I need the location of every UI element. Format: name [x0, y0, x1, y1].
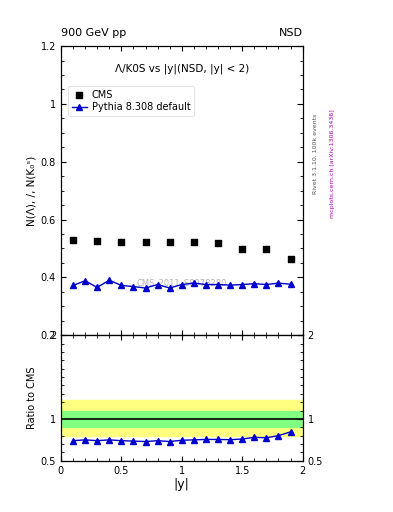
Pythia 8.308 default	[191, 280, 196, 286]
CMS	[287, 255, 294, 264]
Y-axis label: Ratio to CMS: Ratio to CMS	[26, 367, 37, 429]
X-axis label: |y|: |y|	[174, 478, 190, 492]
CMS	[191, 238, 197, 246]
Pythia 8.308 default	[228, 282, 233, 288]
Pythia 8.308 default	[204, 282, 208, 288]
Legend: CMS, Pythia 8.308 default: CMS, Pythia 8.308 default	[68, 86, 194, 116]
CMS	[167, 238, 173, 246]
Text: mcplots.cern.ch [arXiv:1306.3436]: mcplots.cern.ch [arXiv:1306.3436]	[330, 110, 335, 218]
CMS	[263, 245, 270, 253]
Text: Rivet 3.1.10, 100k events: Rivet 3.1.10, 100k events	[312, 114, 318, 194]
Bar	[61, 411, 303, 428]
Pythia 8.308 default	[119, 282, 124, 288]
Pythia 8.308 default	[276, 280, 281, 286]
Text: 900 GeV pp: 900 GeV pp	[61, 28, 126, 38]
CMS	[70, 236, 76, 244]
CMS	[215, 239, 221, 247]
Pythia 8.308 default	[107, 277, 112, 283]
Pythia 8.308 default	[167, 285, 172, 291]
Pythia 8.308 default	[288, 281, 293, 287]
Pythia 8.308 default	[240, 282, 244, 288]
Text: NSD: NSD	[279, 28, 303, 38]
Text: Λ/K0S vs |y|(NSD, |y| < 2): Λ/K0S vs |y|(NSD, |y| < 2)	[115, 63, 249, 74]
Line: Pythia 8.308 default: Pythia 8.308 default	[70, 278, 293, 291]
Pythia 8.308 default	[143, 285, 148, 291]
CMS	[94, 237, 100, 245]
Pythia 8.308 default	[180, 282, 184, 288]
Pythia 8.308 default	[155, 282, 160, 288]
Pythia 8.308 default	[131, 284, 136, 290]
Bar	[61, 400, 303, 436]
CMS	[142, 238, 149, 246]
Pythia 8.308 default	[83, 278, 88, 284]
Pythia 8.308 default	[264, 282, 269, 288]
Pythia 8.308 default	[71, 282, 75, 288]
CMS	[118, 238, 125, 246]
Text: CMS_2011_S8978280: CMS_2011_S8978280	[137, 279, 227, 288]
Pythia 8.308 default	[216, 282, 220, 288]
Pythia 8.308 default	[95, 284, 99, 290]
Y-axis label: N(Λ), /, N(K₀ˢ): N(Λ), /, N(K₀ˢ)	[26, 156, 37, 226]
CMS	[239, 245, 245, 253]
Pythia 8.308 default	[252, 281, 257, 287]
